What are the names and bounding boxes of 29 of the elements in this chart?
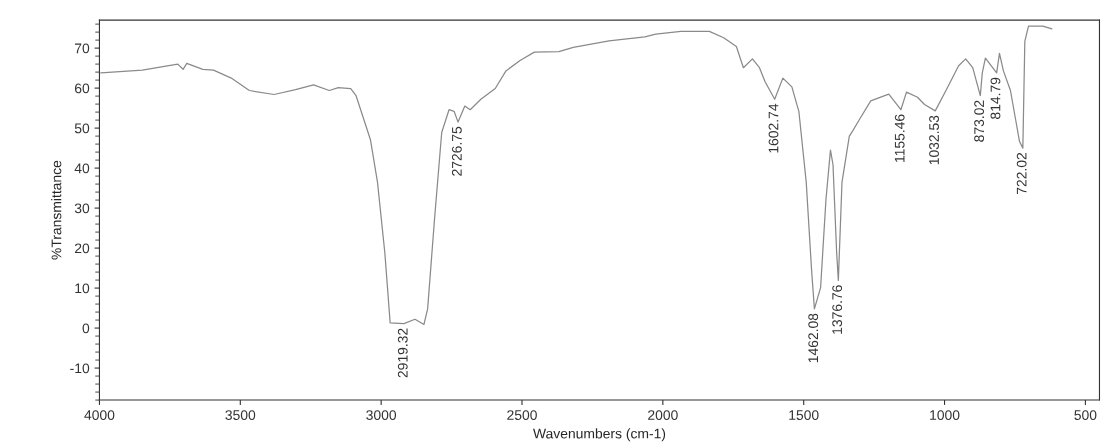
annotation: 1155.46 [894, 114, 905, 162]
annotation: 1602.74 [768, 103, 779, 153]
x-tick-label: 500 [1074, 410, 1097, 420]
x-tick-label: 1500 [789, 410, 819, 420]
x-tick-label: 2000 [648, 410, 678, 420]
y-tick-label: 10 [75, 283, 90, 294]
annotation: 2726.75 [451, 126, 462, 176]
x-tick-label: 1000 [930, 410, 960, 420]
y-tick-label: 20 [74, 243, 90, 254]
x-tick-label: 2500 [507, 410, 537, 420]
x-tick-label: 4000 [84, 410, 115, 420]
annotation: 1032.53 [929, 115, 939, 165]
y-tick-label: -10 [70, 363, 90, 374]
annotation: 2919.32 [397, 328, 408, 378]
x-axis-title: Wavenumbers (cm-1) [533, 428, 666, 442]
x-tick-label: 3000 [366, 410, 397, 420]
y-tick-label: 50 [74, 123, 90, 134]
x-tick-label: 3500 [225, 410, 256, 420]
y-axis-title: %Transmittance [51, 160, 62, 260]
annotation: 873.02 [974, 100, 985, 142]
y-tick-label: 60 [74, 83, 90, 94]
y-tick-label: 70 [74, 43, 90, 54]
y-tick-label: 40 [74, 163, 90, 174]
y-tick-label: 30 [74, 203, 90, 214]
annotation: 722.02 [1016, 152, 1027, 195]
annotation: 1376.76 [832, 285, 843, 334]
annotation: 814.79 [990, 77, 1001, 119]
y-tick-label: 0 [82, 323, 90, 334]
annotation: 1462.08 [808, 313, 819, 363]
